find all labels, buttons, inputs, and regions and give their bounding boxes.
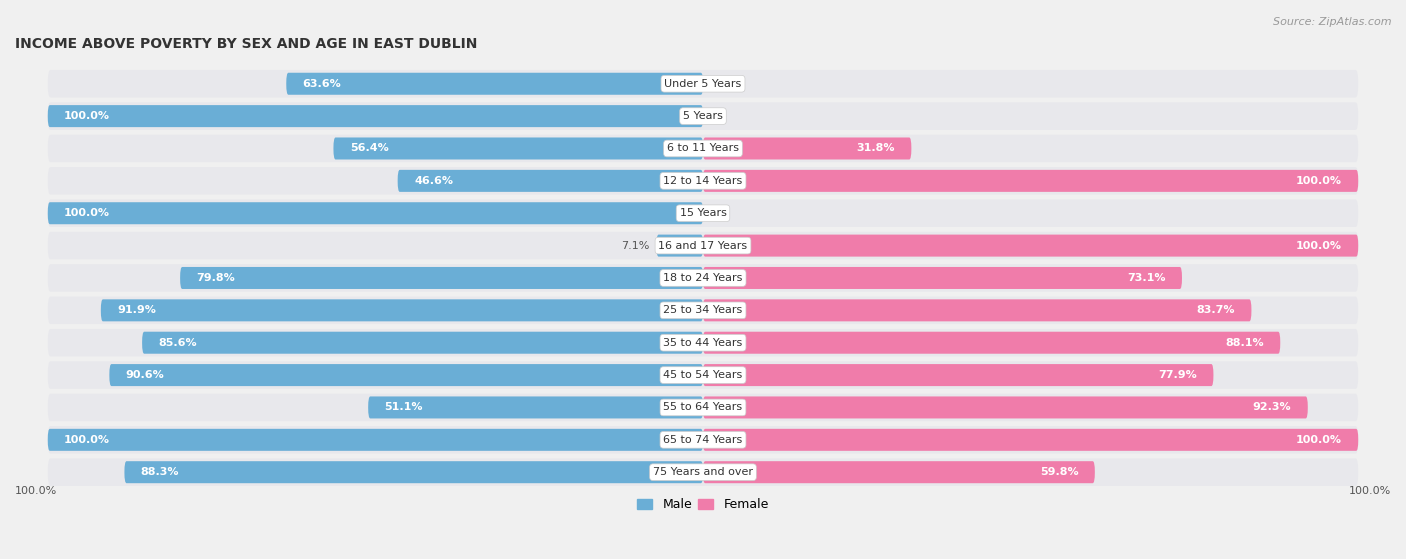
- FancyBboxPatch shape: [48, 426, 1358, 453]
- Text: 77.9%: 77.9%: [1159, 370, 1197, 380]
- Text: 100.0%: 100.0%: [1296, 240, 1341, 250]
- FancyBboxPatch shape: [703, 170, 1358, 192]
- FancyBboxPatch shape: [48, 329, 1358, 357]
- Text: 100.0%: 100.0%: [1348, 486, 1391, 495]
- Text: 85.6%: 85.6%: [159, 338, 197, 348]
- Text: 92.3%: 92.3%: [1253, 402, 1291, 413]
- Text: 16 and 17 Years: 16 and 17 Years: [658, 240, 748, 250]
- Text: 15 Years: 15 Years: [679, 209, 727, 218]
- FancyBboxPatch shape: [287, 73, 703, 95]
- FancyBboxPatch shape: [703, 267, 1182, 289]
- FancyBboxPatch shape: [48, 429, 703, 451]
- FancyBboxPatch shape: [48, 297, 1358, 324]
- Text: 100.0%: 100.0%: [1296, 176, 1341, 186]
- Text: 100.0%: 100.0%: [15, 486, 58, 495]
- Text: 79.8%: 79.8%: [197, 273, 235, 283]
- Text: 83.7%: 83.7%: [1197, 305, 1234, 315]
- FancyBboxPatch shape: [703, 364, 1213, 386]
- Text: 51.1%: 51.1%: [385, 402, 423, 413]
- Text: 100.0%: 100.0%: [65, 111, 110, 121]
- Text: 90.6%: 90.6%: [125, 370, 165, 380]
- Text: 46.6%: 46.6%: [413, 176, 453, 186]
- Text: 6 to 11 Years: 6 to 11 Years: [666, 144, 740, 154]
- FancyBboxPatch shape: [703, 235, 1358, 257]
- Text: Under 5 Years: Under 5 Years: [665, 79, 741, 89]
- FancyBboxPatch shape: [703, 138, 911, 159]
- FancyBboxPatch shape: [398, 170, 703, 192]
- Text: 31.8%: 31.8%: [856, 144, 896, 154]
- Legend: Male, Female: Male, Female: [633, 494, 773, 517]
- FancyBboxPatch shape: [48, 105, 703, 127]
- FancyBboxPatch shape: [142, 331, 703, 354]
- Text: 35 to 44 Years: 35 to 44 Years: [664, 338, 742, 348]
- Text: 100.0%: 100.0%: [65, 435, 110, 445]
- Text: 18 to 24 Years: 18 to 24 Years: [664, 273, 742, 283]
- Text: Source: ZipAtlas.com: Source: ZipAtlas.com: [1274, 17, 1392, 27]
- Text: 100.0%: 100.0%: [1296, 435, 1341, 445]
- FancyBboxPatch shape: [48, 200, 1358, 227]
- FancyBboxPatch shape: [48, 232, 1358, 259]
- Text: 55 to 64 Years: 55 to 64 Years: [664, 402, 742, 413]
- FancyBboxPatch shape: [48, 202, 703, 224]
- Text: 75 Years and over: 75 Years and over: [652, 467, 754, 477]
- FancyBboxPatch shape: [48, 70, 1358, 97]
- FancyBboxPatch shape: [48, 394, 1358, 421]
- Text: INCOME ABOVE POVERTY BY SEX AND AGE IN EAST DUBLIN: INCOME ABOVE POVERTY BY SEX AND AGE IN E…: [15, 37, 478, 51]
- Text: 65 to 74 Years: 65 to 74 Years: [664, 435, 742, 445]
- FancyBboxPatch shape: [703, 396, 1308, 419]
- Text: 45 to 54 Years: 45 to 54 Years: [664, 370, 742, 380]
- Text: 73.1%: 73.1%: [1128, 273, 1166, 283]
- FancyBboxPatch shape: [110, 364, 703, 386]
- FancyBboxPatch shape: [48, 167, 1358, 195]
- FancyBboxPatch shape: [48, 102, 1358, 130]
- FancyBboxPatch shape: [703, 461, 1095, 483]
- Text: 7.1%: 7.1%: [621, 240, 650, 250]
- FancyBboxPatch shape: [48, 458, 1358, 486]
- Text: 56.4%: 56.4%: [350, 144, 388, 154]
- FancyBboxPatch shape: [180, 267, 703, 289]
- FancyBboxPatch shape: [657, 235, 703, 257]
- FancyBboxPatch shape: [48, 135, 1358, 162]
- FancyBboxPatch shape: [703, 299, 1251, 321]
- Text: 88.1%: 88.1%: [1225, 338, 1264, 348]
- FancyBboxPatch shape: [48, 361, 1358, 389]
- FancyBboxPatch shape: [333, 138, 703, 159]
- Text: 63.6%: 63.6%: [302, 79, 342, 89]
- Text: 25 to 34 Years: 25 to 34 Years: [664, 305, 742, 315]
- Text: 12 to 14 Years: 12 to 14 Years: [664, 176, 742, 186]
- Text: 59.8%: 59.8%: [1040, 467, 1078, 477]
- Text: 5 Years: 5 Years: [683, 111, 723, 121]
- FancyBboxPatch shape: [703, 331, 1281, 354]
- Text: 88.3%: 88.3%: [141, 467, 180, 477]
- FancyBboxPatch shape: [101, 299, 703, 321]
- Text: 91.9%: 91.9%: [117, 305, 156, 315]
- FancyBboxPatch shape: [368, 396, 703, 419]
- FancyBboxPatch shape: [124, 461, 703, 483]
- Text: 100.0%: 100.0%: [65, 209, 110, 218]
- FancyBboxPatch shape: [48, 264, 1358, 292]
- FancyBboxPatch shape: [703, 429, 1358, 451]
